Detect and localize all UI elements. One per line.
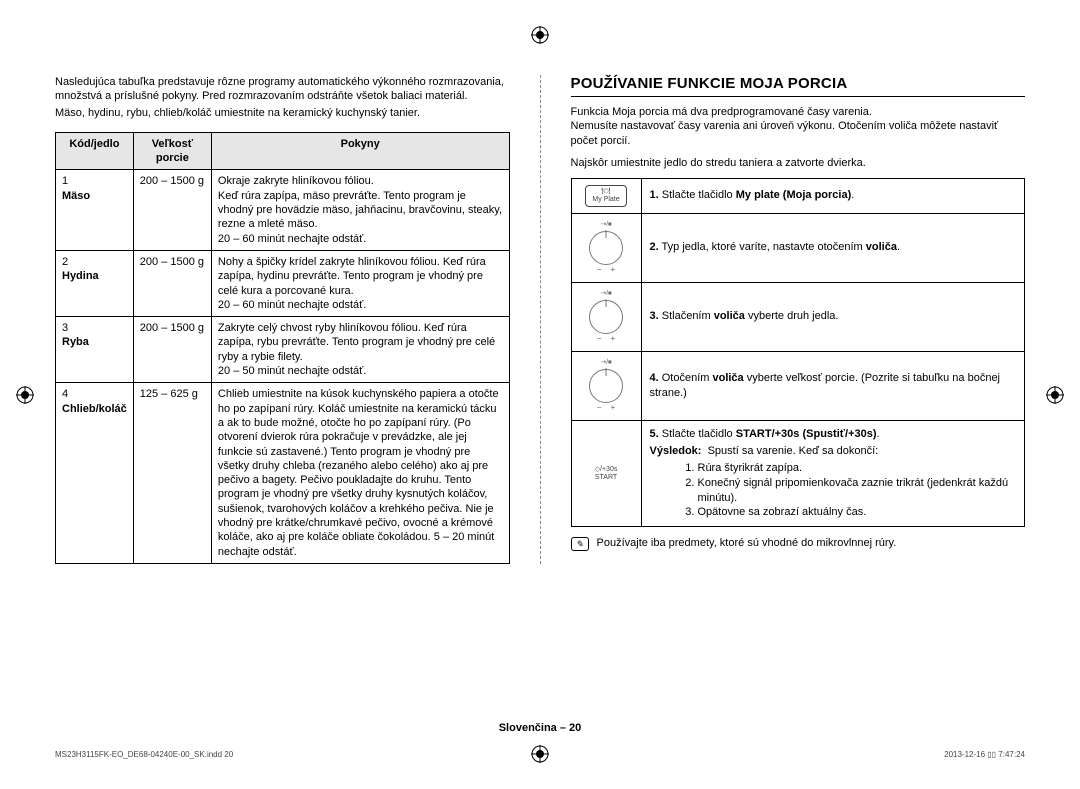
defrost-table: Kód/jedlo Veľkosť porcie Pokyny 1Mäso200… — [55, 132, 510, 564]
cell-size: 125 – 625 g — [133, 383, 211, 564]
step-row: ⇢/⏹ − + 3. Stlačením voliča vyberte druh j… — [571, 282, 1025, 351]
result-item: Opätovne sa zobrazí aktuálny čas. — [698, 505, 1017, 520]
result-item: Konečný signál pripomienkovača zaznie tr… — [698, 476, 1017, 506]
table-header-row: Kód/jedlo Veľkosť porcie Pokyny — [56, 132, 510, 170]
table-row: 3Ryba200 – 1500 gZakryte celý chvost ryb… — [56, 317, 510, 383]
intro-text: Nasledujúca tabuľka predstavuje rôzne pr… — [55, 75, 510, 120]
cell-size: 200 – 1500 g — [133, 170, 211, 250]
dial-icon — [589, 231, 623, 265]
step-text-cell: 3. Stlačením voliča vyberte druh jedla. — [641, 282, 1025, 351]
dial-label: ⇢/⏹ — [576, 220, 637, 229]
step-text-cell: 4. Otočením voliča vyberte veľkosť porci… — [641, 352, 1025, 421]
step-icon-cell: ⇢/⏹ − + — [571, 282, 641, 351]
dial-signs: − + — [576, 403, 637, 414]
cell-instr: Zakryte celý chvost ryby hliníkovou fóli… — [211, 317, 509, 383]
dial-icon — [589, 300, 623, 334]
note-text: Používajte iba predmety, ktoré sú vhodné… — [597, 537, 897, 549]
meta-left: MS23H3115FK-EO_DE68-04240E-00_SK.indd 20 — [55, 750, 233, 759]
note-icon: ✎ — [571, 537, 589, 551]
right-p1: Funkcia Moja porcia má dva predprogramov… — [571, 105, 1026, 119]
dial-signs: − + — [576, 265, 637, 276]
step-icon-cell: ⇢/⏹ − + — [571, 213, 641, 282]
note-row: ✎ Používajte iba predmety, ktoré sú vhod… — [571, 537, 1026, 551]
cell-size: 200 – 1500 g — [133, 317, 211, 383]
crop-mark-right — [1046, 386, 1064, 404]
cell-instr: Chlieb umiestnite na kúsok kuchynského p… — [211, 383, 509, 564]
cell-code: 4Chlieb/koláč — [56, 383, 134, 564]
dial-label: ⇢/⏹ — [576, 289, 637, 298]
th-size: Veľkosť porcie — [133, 132, 211, 170]
column-divider — [540, 75, 541, 564]
intro-p2: Mäso, hydinu, rybu, chlieb/koláč umiestn… — [55, 106, 510, 120]
result-item: Rúra štyrikrát zapípa. — [698, 461, 1017, 476]
step-row: ⇢/⏹ − + 4. Otočením voliča vyberte veľkosť… — [571, 352, 1025, 421]
step-text-cell: 5. Stlačte tlačidlo START/+30s (Spustiť/… — [641, 421, 1025, 527]
page-footer: Slovenčina – 20 — [0, 722, 1080, 734]
page-columns: Nasledujúca tabuľka predstavuje rôzne pr… — [55, 75, 1025, 564]
start-icon: ◇/+30sSTART — [576, 466, 637, 481]
right-p3: Najskôr umiestnite jedlo do stredu tanie… — [571, 156, 1026, 170]
cell-size: 200 – 1500 g — [133, 250, 211, 316]
meta-right: 2013-12-16 ▯▯ 7:47:24 — [944, 750, 1025, 759]
cell-code: 1Mäso — [56, 170, 134, 250]
step-text-cell: 1. Stlačte tlačidlo My plate (Moja porci… — [641, 179, 1025, 213]
cell-instr: Nohy a špičky krídel zakryte hliníkovou … — [211, 250, 509, 316]
right-column: POUŽÍVANIE FUNKCIE MOJA PORCIA Funkcia M… — [571, 75, 1026, 564]
steps-table: 🍽My Plate 1. Stlačte tlačidlo My plate (M… — [571, 178, 1026, 527]
step-row: ◇/+30sSTART 5. Stlačte tlačidlo START/+30… — [571, 421, 1025, 527]
intro-p1: Nasledujúca tabuľka predstavuje rôzne pr… — [55, 75, 510, 104]
dial-label: ⇢/⏹ — [576, 358, 637, 367]
dial-signs: − + — [576, 334, 637, 345]
th-code: Kód/jedlo — [56, 132, 134, 170]
table-row: 4Chlieb/koláč125 – 625 gChlieb umiestnit… — [56, 383, 510, 564]
right-p2: Nemusíte nastavovať časy varenia ani úro… — [571, 119, 1026, 148]
cell-instr: Okraje zakryte hliníkovou fóliou.Keď rúr… — [211, 170, 509, 250]
section-title: POUŽÍVANIE FUNKCIE MOJA PORCIA — [571, 75, 1026, 92]
step-text-cell: 2. Typ jedla, ktoré varíte, nastavte oto… — [641, 213, 1025, 282]
cell-code: 2Hydina — [56, 250, 134, 316]
step-row: ⇢/⏹ − + 2. Typ jedla, ktoré varíte, nastav… — [571, 213, 1025, 282]
crop-mark-left — [16, 386, 34, 404]
cell-code: 3Ryba — [56, 317, 134, 383]
table-row: 2Hydina200 – 1500 gNohy a špičky krídel … — [56, 250, 510, 316]
dial-icon — [589, 369, 623, 403]
step-icon-cell: 🍽My Plate — [571, 179, 641, 213]
step-row: 🍽My Plate 1. Stlačte tlačidlo My plate (M… — [571, 179, 1025, 213]
myplate-icon: 🍽My Plate — [585, 185, 626, 206]
print-meta: MS23H3115FK-EO_DE68-04240E-00_SK.indd 20… — [55, 750, 1025, 759]
th-instr: Pokyny — [211, 132, 509, 170]
section-rule — [571, 96, 1026, 97]
left-column: Nasledujúca tabuľka predstavuje rôzne pr… — [55, 75, 510, 564]
result-block: Výsledok: Spustí sa varenie. Keď sa doko… — [650, 444, 1017, 520]
step-icon-cell: ⇢/⏹ − + — [571, 352, 641, 421]
step-icon-cell: ◇/+30sSTART — [571, 421, 641, 527]
table-row: 1Mäso200 – 1500 gOkraje zakryte hliníkov… — [56, 170, 510, 250]
crop-mark-top — [531, 26, 549, 44]
